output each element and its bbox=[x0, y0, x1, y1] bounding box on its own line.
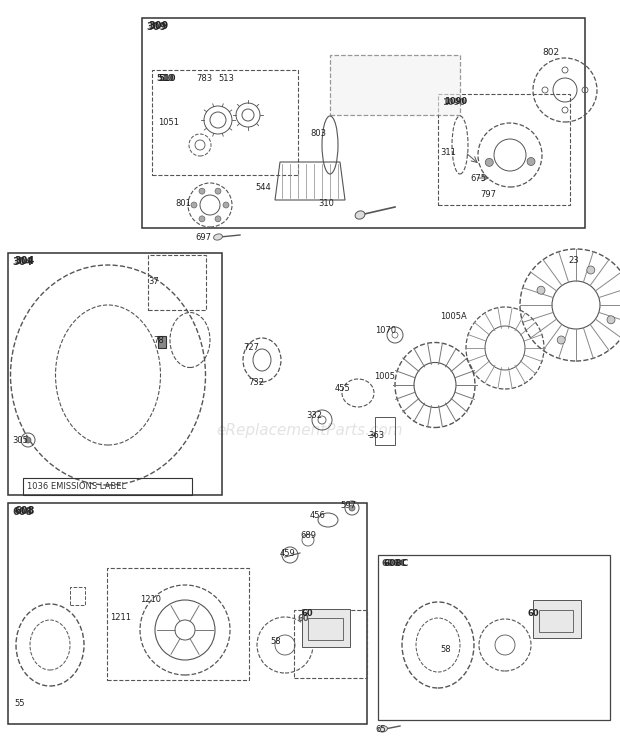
Text: 459: 459 bbox=[280, 548, 296, 557]
Text: 697: 697 bbox=[195, 232, 211, 242]
Text: 304: 304 bbox=[12, 257, 32, 267]
Circle shape bbox=[587, 266, 595, 274]
Bar bbox=[375, 417, 395, 445]
Text: 727: 727 bbox=[243, 342, 259, 351]
Text: 597: 597 bbox=[340, 501, 356, 510]
Bar bbox=[294, 610, 367, 678]
Bar bbox=[107, 568, 249, 680]
Text: 456: 456 bbox=[310, 512, 326, 521]
Text: 802: 802 bbox=[542, 48, 559, 57]
Text: 304: 304 bbox=[14, 256, 34, 266]
Bar bbox=[70, 587, 85, 605]
Text: 65: 65 bbox=[375, 725, 386, 734]
Text: 689: 689 bbox=[300, 531, 316, 540]
Circle shape bbox=[537, 286, 545, 294]
Ellipse shape bbox=[355, 211, 365, 219]
Bar bbox=[539, 610, 573, 632]
Bar bbox=[142, 18, 585, 228]
Text: 1036 EMISSIONS LABEL: 1036 EMISSIONS LABEL bbox=[27, 482, 126, 491]
Circle shape bbox=[527, 158, 535, 165]
Text: 803: 803 bbox=[310, 129, 326, 138]
Text: 1070: 1070 bbox=[375, 326, 396, 335]
Text: 60: 60 bbox=[302, 609, 314, 618]
Text: 608C: 608C bbox=[384, 559, 409, 568]
Text: 1005A: 1005A bbox=[440, 312, 467, 321]
Bar bbox=[378, 555, 610, 720]
Text: 310: 310 bbox=[318, 199, 334, 208]
Bar bbox=[152, 70, 298, 175]
Circle shape bbox=[557, 336, 565, 344]
Text: 510: 510 bbox=[158, 74, 175, 83]
Text: 1090: 1090 bbox=[442, 98, 465, 107]
Text: 309: 309 bbox=[146, 22, 166, 32]
Text: 23: 23 bbox=[568, 255, 578, 265]
Bar bbox=[330, 55, 460, 115]
Text: 58: 58 bbox=[440, 646, 451, 655]
Circle shape bbox=[199, 216, 205, 222]
Circle shape bbox=[191, 202, 197, 208]
Ellipse shape bbox=[379, 726, 388, 732]
Text: 78: 78 bbox=[153, 336, 164, 344]
Text: eReplacementParts.com: eReplacementParts.com bbox=[216, 423, 404, 437]
Bar bbox=[438, 94, 570, 205]
Text: 1051: 1051 bbox=[158, 118, 179, 126]
Bar bbox=[8, 503, 367, 724]
Bar bbox=[8, 253, 222, 495]
Text: 1211: 1211 bbox=[110, 614, 131, 623]
Text: 60: 60 bbox=[298, 614, 309, 623]
Bar bbox=[158, 336, 166, 348]
Text: 58: 58 bbox=[270, 638, 281, 647]
Text: 60: 60 bbox=[528, 609, 539, 618]
Circle shape bbox=[349, 505, 355, 511]
Text: 1090: 1090 bbox=[444, 97, 467, 106]
Text: 363: 363 bbox=[368, 431, 384, 440]
Text: 608: 608 bbox=[14, 506, 34, 516]
Text: 783: 783 bbox=[196, 74, 212, 83]
Text: 305: 305 bbox=[12, 435, 28, 444]
Text: 608: 608 bbox=[12, 507, 32, 517]
Bar bbox=[308, 618, 343, 640]
Text: 1005: 1005 bbox=[374, 371, 395, 380]
Text: 309: 309 bbox=[148, 21, 168, 31]
Ellipse shape bbox=[213, 234, 223, 240]
Text: 801: 801 bbox=[175, 199, 191, 208]
Circle shape bbox=[215, 188, 221, 194]
Bar bbox=[23, 478, 192, 495]
Circle shape bbox=[215, 216, 221, 222]
Circle shape bbox=[485, 158, 494, 167]
Text: 455: 455 bbox=[335, 383, 351, 393]
Text: 37: 37 bbox=[148, 277, 159, 286]
Text: 513: 513 bbox=[218, 74, 234, 83]
Circle shape bbox=[607, 315, 615, 324]
Bar bbox=[533, 600, 581, 638]
Bar bbox=[302, 609, 350, 647]
Text: 510: 510 bbox=[156, 74, 174, 83]
Text: 311: 311 bbox=[440, 147, 456, 156]
Bar bbox=[148, 255, 206, 310]
Text: 732: 732 bbox=[248, 377, 264, 386]
Text: 1210: 1210 bbox=[140, 595, 161, 604]
Text: 675: 675 bbox=[470, 173, 486, 182]
Text: 55: 55 bbox=[14, 699, 25, 708]
Text: 797: 797 bbox=[480, 190, 496, 199]
Circle shape bbox=[199, 188, 205, 194]
Text: 608C: 608C bbox=[382, 559, 407, 568]
Text: 544: 544 bbox=[255, 182, 271, 191]
Text: 332: 332 bbox=[306, 411, 322, 420]
Circle shape bbox=[223, 202, 229, 208]
Circle shape bbox=[25, 437, 31, 443]
